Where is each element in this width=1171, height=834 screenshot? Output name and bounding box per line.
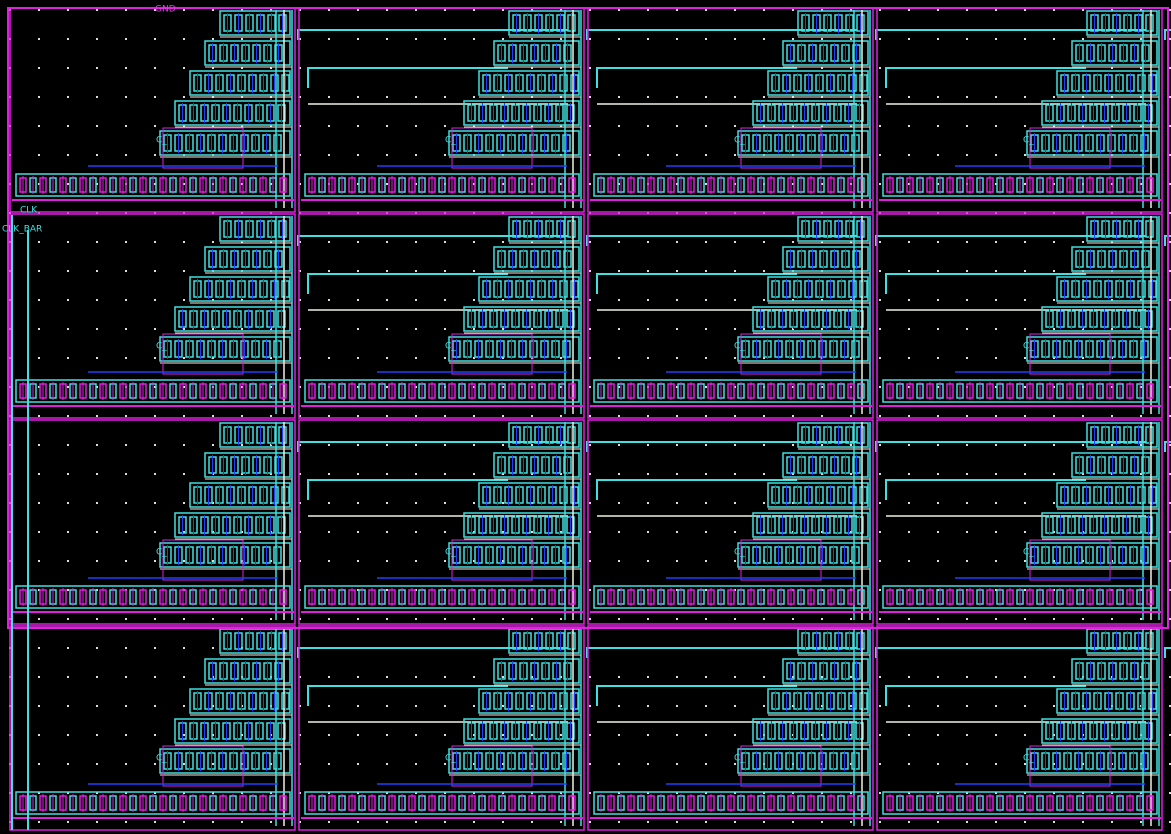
cell-label: C_ (156, 342, 167, 352)
cell-label: C_ (445, 548, 456, 558)
cell-label: C_ (445, 754, 456, 764)
cell-label: C_ (734, 548, 745, 558)
cell-label: C_ (156, 136, 167, 146)
top-net-label: GND (155, 5, 176, 15)
cell-label: C_ (734, 342, 745, 352)
cell-label: C_ (1023, 754, 1034, 764)
clk-label: CLK (20, 206, 38, 216)
cell-label: C_ (1023, 548, 1034, 558)
cell-label: C_ (734, 136, 745, 146)
cell-label: C_ (1023, 342, 1034, 352)
page: C_ C_ C_ C_ C_ C_ C_ C_ C_ C_ C_ C_ C_ C_ C_ C_ GND CLK… (0, 0, 1171, 834)
cell-label: C_ (156, 548, 167, 558)
cell-label: C_ (156, 754, 167, 764)
cell-label: C_ (445, 342, 456, 352)
cell-label: C_ (1023, 136, 1034, 146)
cell-label: C_ (445, 136, 456, 146)
layout-canvas: C_ C_ C_ C_ C_ C_ C_ C_ C_ C_ C_ C_ C_ C_ C_ C_ GND CLK… (0, 0, 1171, 834)
clk-bar-label: CLK_BAR (2, 225, 42, 235)
cell-label: C_ (734, 754, 745, 764)
